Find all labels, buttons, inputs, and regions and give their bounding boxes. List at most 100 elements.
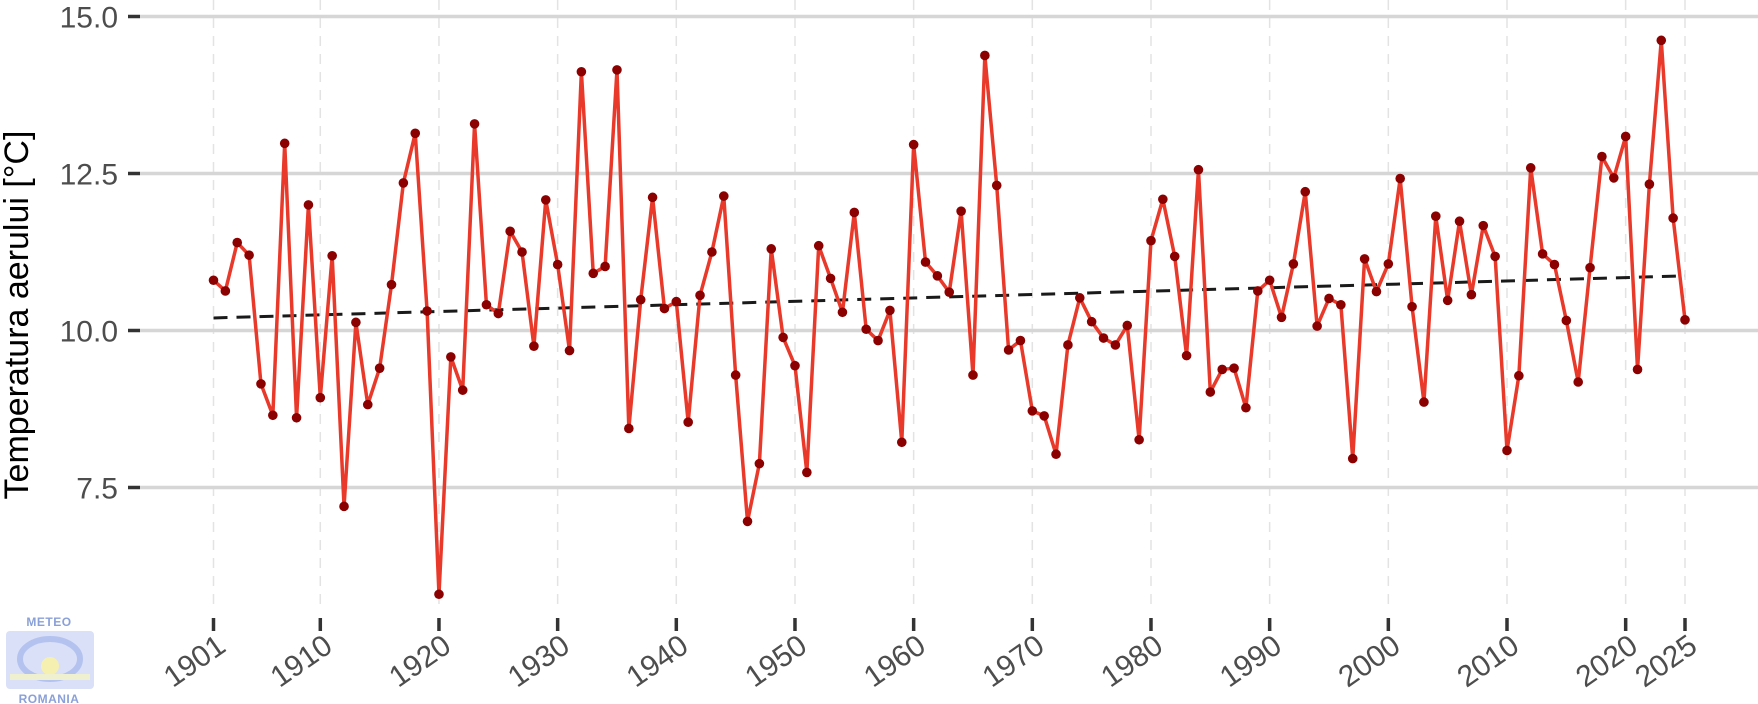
data-point bbox=[268, 410, 278, 421]
data-point bbox=[422, 306, 432, 316]
data-point bbox=[1098, 333, 1109, 343]
x-tick-label: 1901 bbox=[158, 629, 232, 694]
data-point bbox=[742, 516, 753, 527]
data-point bbox=[1217, 364, 1227, 375]
y-axis-title: Temperatura aerului [°C] bbox=[0, 131, 36, 500]
x-axis: 1901 1910 1920 1930 1940 1950 1960 1970 1980 1990… bbox=[158, 618, 1703, 694]
data-point bbox=[754, 458, 765, 469]
data-point bbox=[920, 257, 931, 267]
data-point bbox=[849, 207, 860, 218]
data-point bbox=[695, 290, 705, 301]
y-tick-label: 10.0 bbox=[60, 316, 118, 349]
temperature-line bbox=[212, 38, 1687, 597]
data-point bbox=[505, 226, 515, 237]
data-point bbox=[1015, 335, 1026, 346]
data-point bbox=[896, 437, 907, 448]
data-point bbox=[208, 275, 219, 286]
data-point bbox=[1573, 377, 1583, 387]
data-point bbox=[1454, 216, 1465, 227]
data-point bbox=[1063, 340, 1073, 350]
y-axis: 7.5 10.0 12.5 15.0 bbox=[60, 2, 140, 506]
data-point bbox=[576, 66, 587, 77]
data-point bbox=[303, 200, 314, 210]
logo-top-text: METEO bbox=[26, 615, 71, 629]
data-point bbox=[1632, 364, 1643, 375]
sun-icon bbox=[41, 657, 59, 675]
meteo-romania-logo: METEO ROMANIA bbox=[6, 615, 94, 704]
data-point bbox=[647, 192, 658, 203]
data-point bbox=[434, 589, 444, 600]
x-tick-label: 1920 bbox=[383, 629, 457, 694]
data-point bbox=[386, 279, 397, 290]
data-point bbox=[493, 308, 504, 319]
x-tick-label: 1970 bbox=[977, 629, 1051, 694]
x-tick-label: 2020 bbox=[1570, 629, 1644, 694]
data-point bbox=[1525, 163, 1536, 173]
data-point bbox=[790, 360, 800, 371]
data-point bbox=[802, 467, 812, 478]
data-point bbox=[1597, 151, 1607, 162]
data-point bbox=[624, 423, 634, 434]
data-point bbox=[1134, 434, 1144, 445]
data-point bbox=[244, 250, 254, 260]
data-point bbox=[1644, 179, 1655, 189]
data-point bbox=[1442, 295, 1453, 306]
data-point bbox=[991, 180, 1002, 191]
data-point bbox=[398, 178, 409, 188]
data-point bbox=[1086, 316, 1097, 327]
data-point bbox=[1371, 286, 1382, 297]
data-point bbox=[564, 345, 575, 356]
data-point bbox=[1027, 406, 1038, 416]
data-point bbox=[968, 370, 978, 380]
x-tick-label: 2025 bbox=[1629, 629, 1703, 694]
data-point bbox=[730, 370, 741, 380]
data-point bbox=[1549, 259, 1560, 270]
data-point bbox=[635, 294, 646, 305]
data-point bbox=[315, 392, 326, 403]
data-point bbox=[1158, 194, 1168, 205]
data-point bbox=[446, 352, 456, 362]
data-point bbox=[291, 412, 302, 423]
data-point bbox=[885, 305, 895, 316]
logo-bottom-text: ROMANIA bbox=[19, 692, 80, 704]
data-point bbox=[1205, 387, 1216, 397]
data-point bbox=[220, 286, 231, 296]
data-point bbox=[837, 307, 848, 318]
data-point bbox=[1561, 315, 1572, 326]
data-point bbox=[351, 317, 361, 328]
data-point bbox=[825, 273, 836, 284]
x-tick-label: 2010 bbox=[1451, 629, 1525, 694]
x-tick-label: 1960 bbox=[858, 629, 932, 694]
data-point bbox=[279, 138, 290, 149]
data-point bbox=[1609, 173, 1619, 183]
grid bbox=[140, 0, 1758, 610]
data-point bbox=[517, 247, 527, 257]
data-point bbox=[1229, 363, 1239, 373]
data-point bbox=[1312, 321, 1322, 331]
temperature-points bbox=[208, 35, 1690, 600]
y-tick-label: 12.5 bbox=[60, 159, 118, 192]
data-point bbox=[457, 385, 468, 395]
data-point bbox=[1324, 293, 1334, 304]
data-point bbox=[778, 332, 788, 343]
data-point bbox=[1146, 235, 1156, 246]
data-point bbox=[813, 240, 824, 251]
data-point bbox=[612, 65, 622, 75]
data-point bbox=[1003, 345, 1014, 355]
data-point bbox=[1336, 299, 1346, 310]
data-point bbox=[1300, 186, 1311, 197]
data-point bbox=[1537, 249, 1548, 259]
data-point bbox=[1668, 213, 1678, 223]
x-tick-label: 1910 bbox=[265, 629, 339, 694]
x-tick-label: 1990 bbox=[1214, 629, 1288, 694]
data-point bbox=[1514, 370, 1524, 381]
data-point bbox=[327, 250, 337, 261]
data-point bbox=[1407, 301, 1417, 312]
data-point bbox=[256, 379, 266, 389]
data-point bbox=[671, 296, 682, 307]
data-point bbox=[1264, 275, 1275, 286]
data-point bbox=[1359, 254, 1370, 264]
temperature-series bbox=[212, 38, 1687, 597]
data-point bbox=[529, 341, 539, 352]
data-point bbox=[339, 501, 349, 512]
